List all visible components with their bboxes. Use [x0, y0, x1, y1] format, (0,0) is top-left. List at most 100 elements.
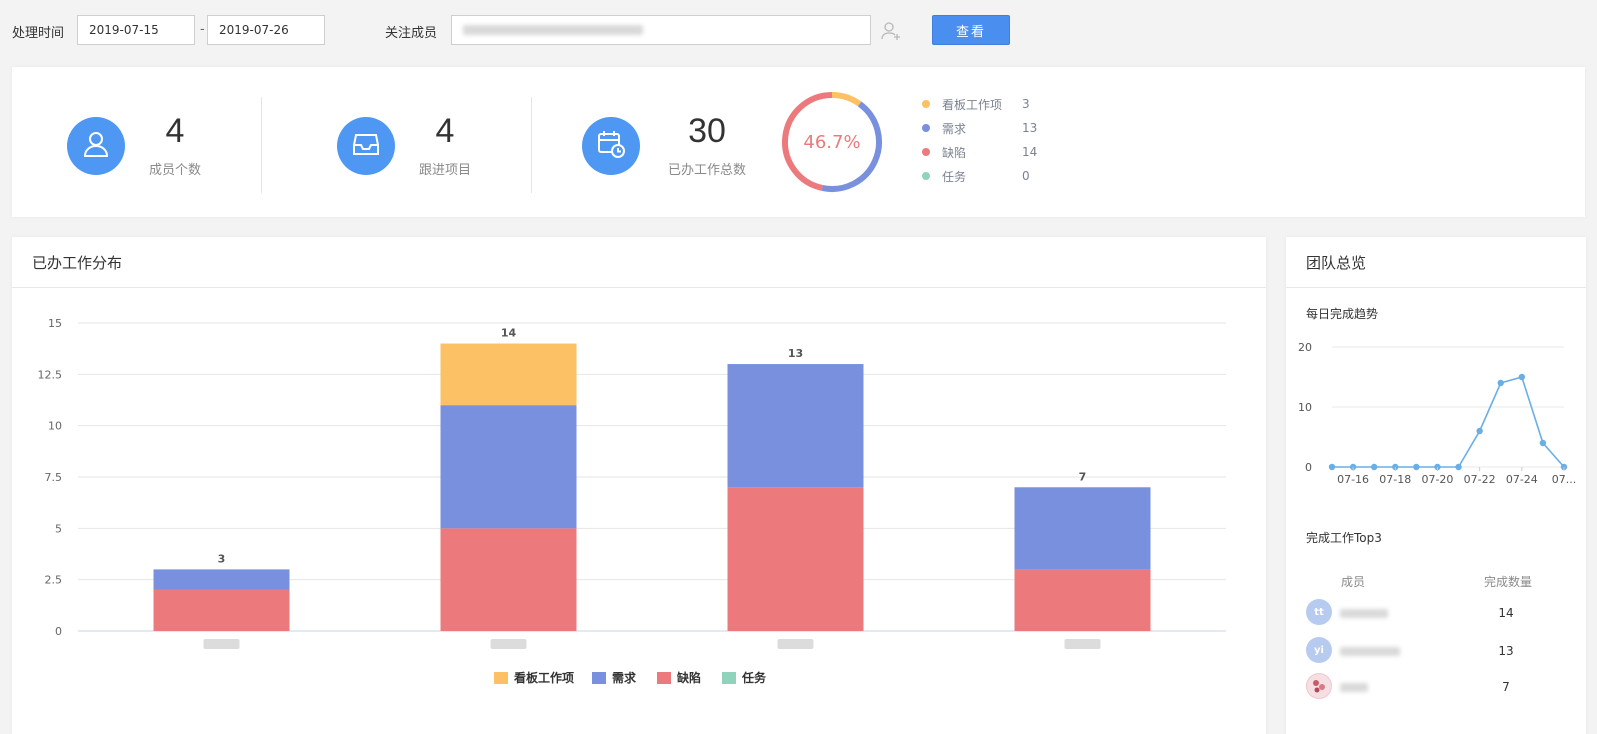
processing-time-label: 处理时间: [12, 26, 65, 41]
legend-swatch[interactable]: [657, 672, 671, 684]
y-tick-label: 5: [55, 522, 62, 535]
done-count: 30: [688, 112, 726, 150]
y-tick-label: 7.5: [45, 471, 63, 484]
top3-title: 完成工作Top3: [1306, 531, 1382, 545]
members-label: 成员个数: [148, 163, 201, 178]
col-count-header: 完成数量: [1484, 575, 1533, 589]
legend-item-task: 任务 0: [922, 164, 1037, 188]
legend-value: 14: [1022, 145, 1038, 159]
blurred-category-label: [203, 639, 240, 649]
trend-point[interactable]: [1455, 463, 1462, 471]
calendar-clock-icon: [595, 128, 627, 164]
member-select-input[interactable]: [451, 15, 871, 45]
avatar-image: [1306, 673, 1332, 699]
legend-item-requirement: 需求 13: [922, 116, 1037, 140]
legend-swatch[interactable]: [494, 672, 508, 684]
y-tick-label: 10: [1298, 401, 1312, 414]
legend-dot: [922, 148, 930, 156]
avatar: tt: [1306, 599, 1332, 625]
trend-point[interactable]: [1476, 427, 1483, 435]
donut-slice: [782, 92, 833, 191]
user-icon: [81, 129, 111, 163]
daily-trend-line-chart: 0 10 20 07-16 07-18 07-20 07-22 07-24 07...: [1298, 341, 1576, 486]
summary-card: 4 成员个数 4 跟进项目 30 已办工作总数 46.7%: [12, 67, 1585, 217]
legend-name: 缺陷: [942, 145, 967, 160]
bar-segment[interactable]: [440, 343, 577, 406]
donut-percent: 46.7%: [803, 132, 860, 153]
done-stat-icon-circle: [582, 117, 640, 175]
blurred-member-names: [463, 25, 643, 35]
y-tick-label: 12.5: [38, 368, 63, 381]
trend-line: [1332, 376, 1565, 468]
trend-point[interactable]: [1328, 463, 1336, 471]
legend-swatch[interactable]: [592, 672, 606, 684]
trend-point[interactable]: [1413, 463, 1420, 471]
blurred-category-label: [490, 639, 527, 649]
projects-count: 4: [435, 112, 455, 150]
bar-total-label: 7: [1079, 470, 1087, 483]
legend-swatch[interactable]: [722, 672, 736, 684]
trend-point[interactable]: [1370, 463, 1378, 471]
work-type-donut: 46.7%: [777, 87, 887, 197]
y-tick-label: 10: [48, 420, 62, 433]
legend-dot: [922, 124, 930, 132]
trend-point[interactable]: [1497, 379, 1504, 387]
legend-name: 需求: [942, 121, 967, 136]
x-tick-label: 07-20: [1421, 473, 1453, 486]
blurred-member-name: [1340, 647, 1400, 656]
card-header-divider: [12, 287, 1266, 288]
add-member-icon[interactable]: [880, 20, 902, 42]
legend-item-defect: 缺陷 14: [922, 140, 1037, 164]
legend-value: 13: [1022, 121, 1038, 135]
y-tick-label: 20: [1298, 341, 1312, 354]
bar-segment[interactable]: [727, 364, 864, 488]
summary-divider: [261, 97, 262, 193]
team-overview-title: 团队总览: [1306, 254, 1367, 272]
bar-segment[interactable]: [1014, 569, 1151, 631]
blurred-member-name: [1340, 609, 1388, 618]
watch-member-label: 关注成员: [385, 26, 438, 41]
y-tick-label: 2.5: [45, 574, 63, 587]
blurred-category-label: [1064, 639, 1101, 649]
bar-total-label: 13: [788, 347, 803, 360]
legend-name: 看板工作项: [942, 97, 1003, 112]
bar-segment[interactable]: [727, 487, 864, 631]
projects-stat-icon-circle: [337, 117, 395, 175]
date-separator: -: [200, 22, 205, 37]
view-button[interactable]: 查看: [932, 15, 1010, 45]
summary-divider: [531, 97, 532, 193]
done-label: 已办工作总数: [667, 163, 746, 178]
distribution-bar-chart: 0 2.5 5 7.5 10 12.5 15 3 14 13 7 看板工作项 需求 缺陷 任务: [38, 317, 1226, 685]
distribution-card: 已办工作分布 0 2.5 5 7.5 10 12.5 15 3 14 13 7 看板工作项 需求 缺陷 任务: [12, 237, 1266, 734]
members-count: 4: [165, 112, 185, 150]
bar-segment[interactable]: [1014, 487, 1151, 570]
inbox-icon: [351, 129, 381, 163]
legend-label[interactable]: 需求: [612, 670, 637, 685]
legend-item-kanban: 看板工作项 3: [922, 92, 1037, 116]
date-from-input[interactable]: 2019-07-15: [77, 15, 195, 45]
trend-point[interactable]: [1539, 439, 1547, 447]
trend-point[interactable]: [1518, 373, 1526, 381]
projects-label: 跟进项目: [418, 163, 471, 178]
legend-label[interactable]: 看板工作项: [514, 670, 574, 685]
donut-legend: 看板工作项 3 需求 13 缺陷 14 任务 0: [922, 92, 1037, 188]
x-tick-label: 07-22: [1464, 473, 1496, 486]
donut-slice: [821, 101, 882, 192]
legend-dot: [922, 100, 930, 108]
member-count: 14: [1498, 606, 1514, 620]
x-tick-label: 07-18: [1379, 473, 1411, 486]
donut-svg: 46.7%: [782, 92, 882, 192]
legend-value: 3: [1022, 97, 1030, 111]
bar-segment[interactable]: [153, 569, 290, 590]
date-to-input[interactable]: 2019-07-26: [207, 15, 325, 45]
bar-segment[interactable]: [153, 589, 290, 631]
member-count: 7: [1502, 680, 1510, 694]
bar-segment[interactable]: [440, 528, 577, 631]
bar-segment[interactable]: [440, 405, 577, 529]
y-tick-label: 0: [1305, 461, 1312, 474]
legend-label[interactable]: 任务: [741, 670, 767, 685]
card-header-divider: [1286, 287, 1586, 288]
legend-dot: [922, 172, 930, 180]
bar-total-label: 3: [218, 552, 226, 565]
legend-label[interactable]: 缺陷: [677, 670, 701, 685]
